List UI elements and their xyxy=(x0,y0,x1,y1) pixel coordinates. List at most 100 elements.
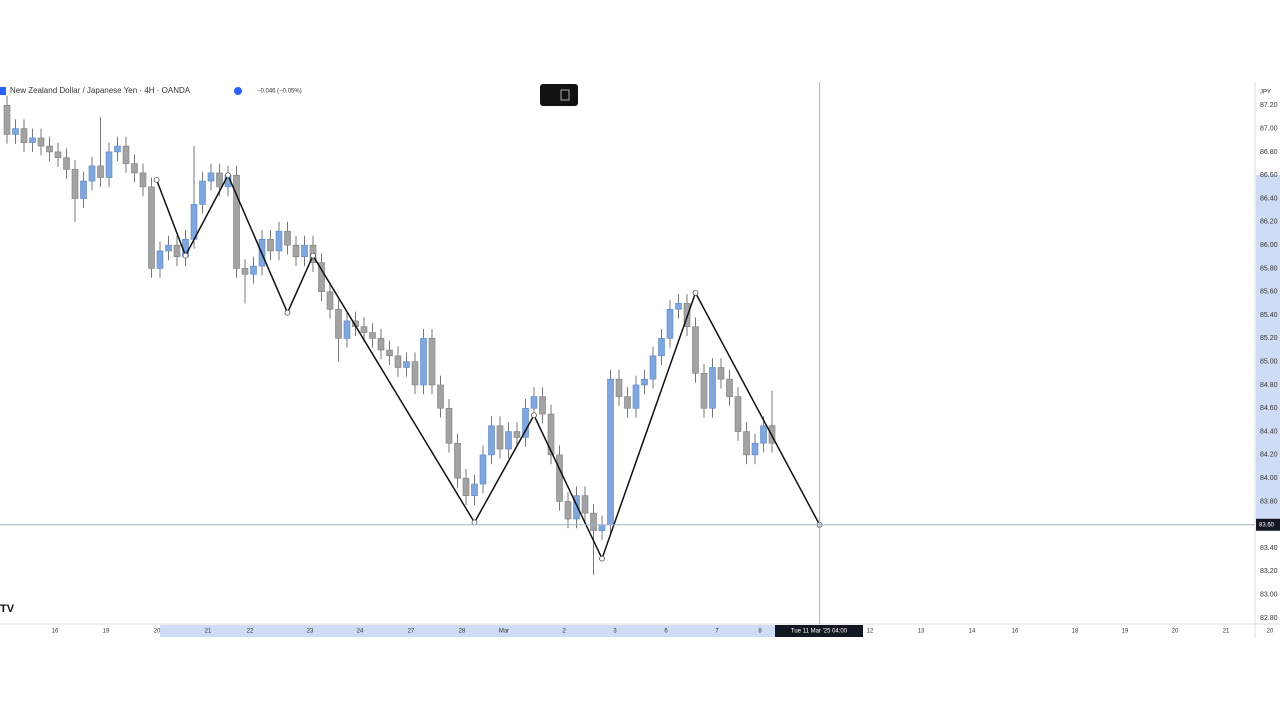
x-tick-label: 3 xyxy=(613,629,617,635)
y-tick-label: 83.00 xyxy=(1260,592,1278,599)
x-tick-label: 21 xyxy=(1223,629,1230,635)
chart-area xyxy=(0,82,1280,638)
currency-label: JPY xyxy=(1260,90,1271,96)
candle-body xyxy=(666,308,674,339)
candle-body xyxy=(326,291,334,310)
y-tick-label: 83.40 xyxy=(1260,545,1278,552)
candle-body xyxy=(590,512,597,531)
y-tick-label: 84.60 xyxy=(1260,405,1278,412)
candle-body xyxy=(131,163,138,174)
x-tick-label: 13 xyxy=(918,629,925,635)
candle-body xyxy=(428,338,436,386)
candle-body xyxy=(530,396,538,409)
candle-body xyxy=(488,425,495,456)
time-range-highlight xyxy=(160,625,775,637)
x-tick-label: 7 xyxy=(715,629,719,635)
x-tick-label: 21 xyxy=(205,629,212,635)
y-tick-label: 86.40 xyxy=(1260,195,1278,202)
candle-body xyxy=(3,105,11,135)
x-tick-label: Mar xyxy=(499,629,509,635)
candle-body xyxy=(207,172,215,182)
candle-body xyxy=(148,186,155,269)
y-tick-label: 87.00 xyxy=(1260,125,1278,132)
candle-body xyxy=(615,378,623,397)
x-tick-label: 24 xyxy=(357,629,364,635)
x-tick-label: 28 xyxy=(459,629,466,635)
candle-body xyxy=(20,128,28,143)
candle-body xyxy=(522,407,529,438)
candle-body xyxy=(649,355,657,380)
zigzag-point xyxy=(153,176,160,183)
candle-body xyxy=(556,454,563,502)
zigzag-point xyxy=(310,252,316,259)
candle-body xyxy=(292,244,300,258)
candle-body xyxy=(734,396,742,432)
toolbar-button[interactable] xyxy=(540,84,578,106)
candle-body xyxy=(564,501,572,520)
y-tick-label: 85.60 xyxy=(1260,289,1278,296)
candle-body xyxy=(420,338,427,386)
symbol-icon xyxy=(0,87,6,95)
candle-body xyxy=(641,378,648,386)
candle-body xyxy=(284,230,291,246)
candle-body xyxy=(624,396,631,409)
candle-body xyxy=(547,413,555,456)
candle-body xyxy=(709,367,716,409)
y-tick-label: 86.80 xyxy=(1260,149,1278,156)
y-tick-label: 85.40 xyxy=(1260,312,1278,319)
candle-body xyxy=(692,326,699,374)
candle-body xyxy=(369,332,376,339)
candle-body xyxy=(199,180,206,205)
candle-body xyxy=(267,239,274,252)
y-tick-label: 84.40 xyxy=(1260,428,1278,435)
symbol-title: New Zealand Dollar / Japanese Yen · 4H ·… xyxy=(10,86,191,95)
candle-body xyxy=(658,338,665,357)
candle-body xyxy=(37,137,45,147)
candle-body xyxy=(598,524,606,531)
candle-body xyxy=(445,407,453,444)
status-dot xyxy=(234,87,242,95)
candle-body xyxy=(496,425,504,450)
y-tick-label: 85.80 xyxy=(1260,265,1278,272)
candle-body xyxy=(80,180,87,199)
candle-body xyxy=(88,165,96,182)
candle-body xyxy=(105,151,113,178)
candle-body xyxy=(250,265,257,275)
toolbar-icon xyxy=(560,89,570,101)
candle-body xyxy=(751,442,759,456)
candle-body xyxy=(241,268,249,275)
y-tick-label: 84.00 xyxy=(1260,475,1278,482)
x-tick-label: 18 xyxy=(1072,629,1079,635)
candle-body xyxy=(12,128,19,135)
candle-body xyxy=(275,230,283,252)
candle-body xyxy=(54,151,62,159)
candle-body xyxy=(743,431,750,456)
candle-body xyxy=(139,172,147,188)
zigzag-point xyxy=(599,555,605,562)
candle-body xyxy=(632,384,640,409)
candle-body xyxy=(573,495,580,520)
zigzag-point xyxy=(225,172,231,179)
x-tick-label: 20 xyxy=(1267,629,1274,635)
zigzag-point xyxy=(692,290,699,296)
price-range-highlight xyxy=(1256,175,1280,523)
candle-body xyxy=(437,384,444,409)
zigzag-point xyxy=(531,412,537,419)
y-tick-label: 85.20 xyxy=(1260,335,1278,342)
price-change: −0.046 (−0.05%) xyxy=(257,89,302,95)
candle-body xyxy=(71,169,79,199)
x-tick-label: 19 xyxy=(103,629,110,635)
y-tick-label: 82.80 xyxy=(1260,615,1278,622)
x-tick-label: 16 xyxy=(1012,629,1019,635)
x-tick-label: 20 xyxy=(154,629,161,635)
x-tick-label: 22 xyxy=(247,629,254,635)
candle-body xyxy=(726,378,733,397)
x-tick-label: 12 xyxy=(867,629,874,635)
y-tick-label: 87.20 xyxy=(1260,102,1278,109)
candle-body xyxy=(471,483,478,496)
candle-body xyxy=(165,244,172,252)
candle-body xyxy=(46,145,53,153)
candle-body xyxy=(675,303,682,310)
candle-body xyxy=(539,396,546,415)
candle-body xyxy=(454,442,461,479)
